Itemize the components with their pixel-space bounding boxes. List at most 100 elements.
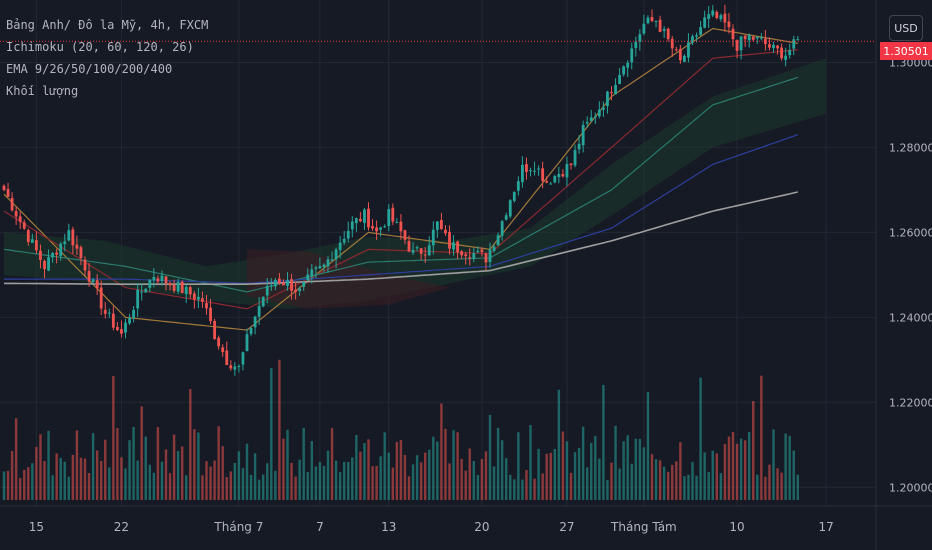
candle-body (2, 185, 6, 191)
volume-bar (606, 479, 609, 500)
volume-bar (557, 389, 561, 500)
candle-body (363, 209, 366, 223)
volume-bar (788, 435, 791, 500)
volume-bar (622, 441, 625, 500)
volume-bar (217, 426, 220, 500)
candle-body (646, 17, 650, 24)
candle-body (747, 35, 751, 41)
volume-bar (326, 450, 330, 500)
volume-bar (172, 434, 176, 500)
candle-body (379, 227, 383, 230)
candle-body (261, 296, 265, 307)
volume-bar (249, 474, 253, 500)
volume-bar (776, 468, 779, 500)
volume-bar (476, 474, 480, 500)
candle-body (687, 42, 690, 58)
volume-bar (181, 446, 184, 500)
volume-bar (424, 452, 427, 500)
volume-bar (492, 466, 496, 500)
volume-bar (699, 377, 702, 500)
candle-body (136, 289, 140, 309)
volume-bar (241, 468, 245, 500)
volume-bar (472, 461, 475, 500)
y-tick-label: 1.22000 (889, 396, 932, 409)
candle-body (565, 163, 569, 178)
volume-bar (760, 375, 763, 500)
currency-button[interactable]: USD (889, 15, 923, 41)
legend-symbol[interactable]: Bảng Anh/ Đô la Mỹ, 4h, FXCM (6, 18, 209, 32)
candle-body (541, 168, 545, 182)
candle-body (545, 181, 549, 183)
candle-body (140, 291, 144, 293)
candle-body (237, 366, 241, 368)
volume-bar (565, 441, 569, 500)
ema-line-ema50 (3, 76, 798, 293)
candle-body (197, 296, 200, 300)
candle-body (273, 279, 277, 287)
volume-bar (347, 461, 350, 500)
volume-bar (598, 458, 601, 500)
volume-bar (298, 459, 301, 500)
volume-bar (573, 452, 577, 500)
legend-ichimoku[interactable]: Ichimoku (20, 60, 120, 26) (6, 40, 194, 54)
candle-body (772, 44, 775, 49)
volume-bar (270, 368, 273, 500)
candle-body (338, 242, 342, 250)
candle-body (116, 326, 119, 331)
volume-bar (586, 467, 589, 500)
legend-ema[interactable]: EMA 9/26/50/100/200/400 (6, 62, 173, 76)
candle-body (755, 36, 759, 39)
volume-bar (707, 471, 710, 500)
candle-body (63, 241, 67, 245)
volume-bar (124, 468, 127, 500)
volume-bar (351, 457, 354, 500)
volume-bar (306, 472, 309, 500)
candle-body (334, 249, 338, 260)
volume-bar (67, 476, 70, 500)
volume-bar (756, 474, 759, 500)
volume-bar (257, 479, 261, 500)
candle-body (184, 286, 188, 295)
volume-bar (662, 466, 666, 500)
x-tick-label: 27 (559, 520, 574, 534)
volume-bar (201, 475, 204, 500)
candle-body (59, 243, 63, 256)
x-tick-label: 7 (316, 520, 324, 534)
volume-bar (590, 442, 593, 500)
volume-bar (164, 449, 168, 500)
candle-body (91, 279, 95, 283)
candle-body (241, 352, 245, 365)
volume-bar (375, 465, 378, 500)
volume-bar (525, 469, 528, 500)
candle-body (516, 181, 520, 191)
volume-bar (626, 435, 629, 500)
candle-body (103, 309, 107, 314)
candle-body (618, 74, 621, 84)
candle-body (286, 280, 289, 287)
candle-body (496, 235, 500, 246)
candle-body (107, 312, 111, 314)
volume-bar (594, 436, 597, 500)
candle-body (354, 218, 358, 224)
candle-body (678, 48, 682, 61)
x-tick-label: 22 (114, 520, 129, 534)
candle-body (460, 251, 464, 256)
volume-bar (100, 461, 103, 500)
volume-bar (379, 456, 382, 500)
volume-bar (205, 461, 208, 500)
candle-body (703, 17, 707, 28)
volume-bar (262, 474, 265, 500)
volume-bar (488, 414, 492, 500)
candle-body (213, 320, 216, 339)
candle-body (411, 249, 415, 253)
volume-bar (577, 447, 581, 500)
volume-bar (610, 462, 613, 500)
volume-bar (727, 436, 731, 500)
volume-bar (537, 448, 540, 500)
volume-bar (302, 427, 305, 500)
volume-bar (229, 471, 232, 500)
legend-volume[interactable]: Khối lượng (6, 84, 79, 98)
candle-body (39, 250, 42, 261)
volume-bar (768, 464, 771, 500)
